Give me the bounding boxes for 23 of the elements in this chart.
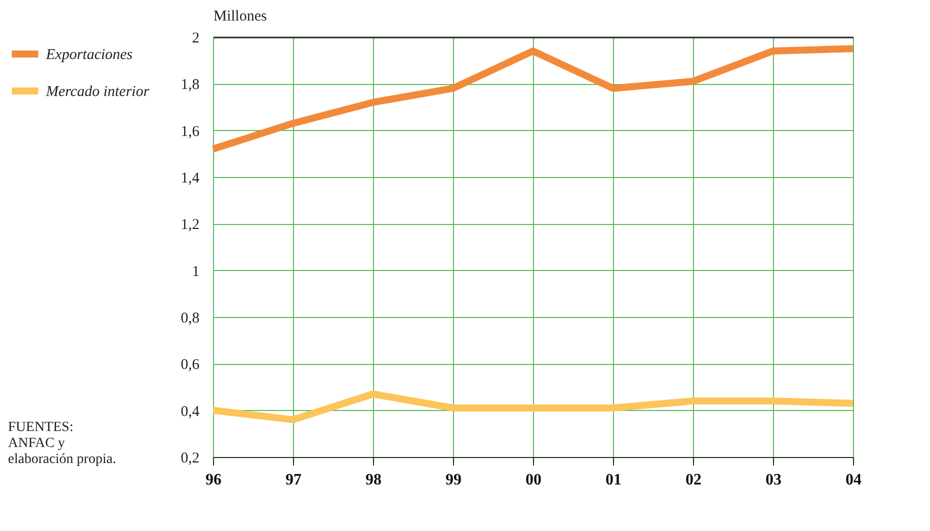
- y-tick-label: 1,8: [180, 77, 200, 94]
- y-tick-label: 0,4: [180, 404, 200, 420]
- y-tick-label: 2: [192, 30, 200, 46]
- x-tick-label: 96: [206, 472, 222, 488]
- x-tick-label: 00: [526, 472, 542, 488]
- x-tick-label: 02: [686, 472, 702, 488]
- x-tick-label: 98: [366, 472, 382, 488]
- y-tick-label: 0,6: [180, 357, 200, 374]
- y-tick-label: 1,6: [180, 124, 200, 140]
- x-tick-label: 03: [766, 472, 782, 488]
- x-tick-label: 97: [286, 472, 302, 488]
- x-tick-label: 01: [606, 472, 622, 488]
- y-tick-label: 0,2: [180, 450, 200, 466]
- x-tick-label: 04: [846, 472, 862, 488]
- source-note: FUENTES: ANFAC y elaboración propia.: [8, 420, 118, 468]
- legend-label: Exportaciones: [45, 47, 133, 63]
- y-tick-label: 1: [192, 264, 200, 280]
- y-tick-label: 0,8: [180, 310, 200, 326]
- y-tick-label: 1,2: [180, 217, 200, 234]
- x-tick-label: 99: [446, 472, 462, 488]
- legend-label: Mercado interior: [45, 84, 150, 100]
- y-axis-title: Millones: [214, 8, 267, 24]
- y-tick-label: 1,4: [180, 170, 200, 186]
